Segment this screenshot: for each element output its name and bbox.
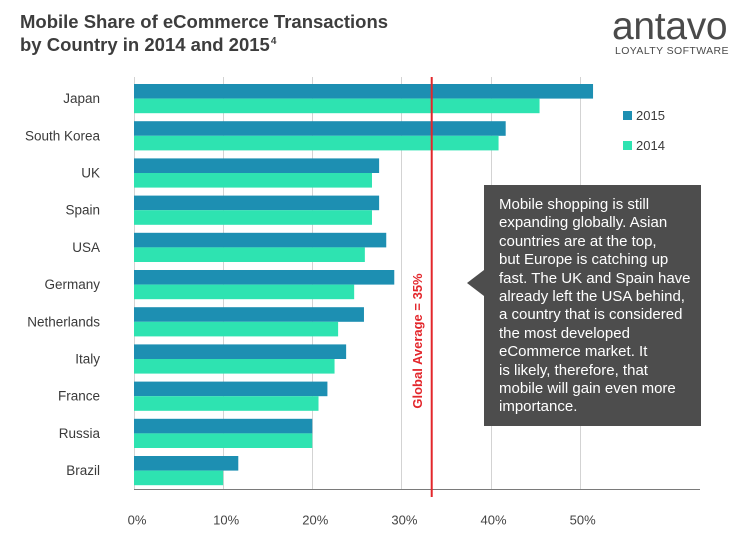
callout-pointer	[467, 270, 484, 296]
bar-2015-germany	[134, 270, 395, 285]
x-tick-label-30: 30%	[391, 513, 417, 528]
category-label-south-korea: South Korea	[25, 128, 101, 143]
bar-2014-italy	[134, 359, 335, 374]
bar-2015-uk	[134, 158, 380, 173]
antavo-logo-tagline: LOYALTY SOFTWARE	[615, 45, 729, 57]
annotation-text: Mobile shopping is still expanding globa…	[499, 196, 691, 416]
bar-2015-france	[134, 381, 328, 397]
chart-title-line-2-text: by Country in 2014 and 2015	[20, 34, 270, 55]
legend-swatch-2015	[623, 111, 632, 120]
bar-2014-brazil	[134, 470, 224, 486]
bar-2015-brazil	[134, 456, 239, 471]
category-label-brazil: Brazil	[66, 463, 100, 478]
category-label-germany: Germany	[44, 277, 100, 292]
chart-title-line-1: Mobile Share of eCommerce Transactions	[20, 11, 389, 32]
chart-title-line-2: by Country in 2014 and 20154	[20, 33, 388, 56]
bar-2015-japan	[134, 84, 594, 99]
x-tick-label-40: 40%	[481, 513, 507, 528]
bar-2015-netherlands	[134, 307, 364, 322]
bar-2015-russia	[134, 418, 313, 434]
bar-2014-germany	[134, 284, 355, 300]
bar-2014-south-korea	[134, 135, 499, 151]
category-label-usa: USA	[72, 240, 100, 255]
bar-2014-usa	[134, 247, 365, 262]
legend-label-2015: 2015	[636, 108, 665, 123]
category-label-france: France	[58, 389, 100, 404]
category-label-italy: Italy	[75, 352, 100, 367]
title-footnote-marker: 4	[270, 36, 277, 47]
bar-2014-russia	[134, 433, 313, 448]
legend-swatch-2014	[623, 140, 632, 150]
annotation-callout: Mobile shopping is still expanding globa…	[484, 185, 701, 426]
category-label-russia: Russia	[59, 426, 101, 441]
bar-2014-japan	[134, 98, 540, 114]
bar-2015-italy	[134, 344, 347, 359]
category-label-japan: Japan	[63, 91, 100, 106]
bar-2014-netherlands	[134, 321, 339, 337]
global-average-label: Global Average = 35%	[410, 273, 425, 409]
bar-2014-spain	[134, 210, 372, 225]
bar-2015-usa	[134, 232, 387, 248]
x-tick-label-50: 50%	[570, 513, 596, 528]
category-label-netherlands: Netherlands	[27, 314, 100, 329]
antavo-logo-wordmark: antavo	[612, 5, 728, 48]
bar-2015-spain	[134, 195, 380, 211]
bar-2014-france	[134, 396, 319, 411]
category-label-uk: UK	[81, 166, 100, 181]
category-label-spain: Spain	[65, 203, 100, 218]
legend-label-2014: 2014	[636, 137, 665, 153]
x-tick-label-0: 0%	[128, 513, 147, 528]
bar-2015-south-korea	[134, 121, 506, 136]
x-tick-label-10: 10%	[213, 513, 239, 528]
x-tick-label-20: 20%	[302, 513, 328, 528]
bar-2014-uk	[134, 173, 372, 188]
chart-title: Mobile Share of eCommerce Transactions b…	[20, 10, 388, 56]
